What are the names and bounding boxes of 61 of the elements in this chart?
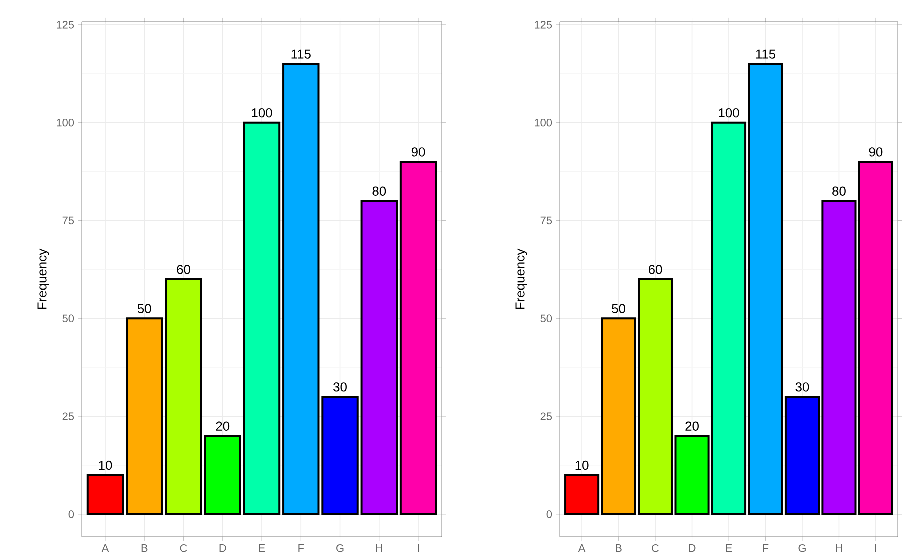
- data-label: 60: [177, 265, 190, 274]
- bar: [204, 435, 242, 516]
- x-tick-label: C: [652, 544, 660, 552]
- x-tick-label: I: [875, 544, 876, 552]
- bar: [322, 396, 359, 516]
- data-label: 20: [216, 422, 230, 431]
- x-tick-label: B: [616, 544, 622, 552]
- bar: [243, 122, 281, 516]
- y-tick-label: 50: [62, 314, 74, 323]
- y-tick-label: 125: [57, 21, 74, 29]
- data-label: 10: [576, 460, 589, 470]
- x-tick-label: B: [142, 544, 148, 552]
- bar: [165, 278, 202, 516]
- x-tick-label: C: [180, 544, 188, 552]
- bar: [126, 318, 164, 516]
- y-tick-label: 0: [546, 510, 552, 518]
- data-label: 20: [686, 422, 699, 431]
- x-tick-label: F: [298, 544, 304, 552]
- bar: [282, 63, 320, 516]
- x-tick-label: D: [220, 544, 226, 552]
- data-label: 10: [99, 460, 112, 470]
- data-label: 30: [796, 382, 810, 392]
- data-label: 30: [334, 382, 347, 392]
- bar: [858, 160, 894, 516]
- data-label: 80: [832, 186, 846, 196]
- x-tick-label: H: [836, 544, 842, 552]
- x-tick-label: G: [336, 544, 344, 552]
- bar: [86, 474, 124, 516]
- y-tick-label: 25: [540, 412, 552, 420]
- data-label: 50: [138, 304, 152, 314]
- data-label: 60: [648, 265, 662, 274]
- x-tick-label: I: [418, 544, 420, 552]
- x-tick-label: A: [578, 544, 586, 552]
- data-label: 90: [412, 148, 426, 157]
- y-tick-label: 75: [62, 216, 74, 225]
- y-tick-label: 100: [535, 118, 552, 127]
- x-tick-label: G: [798, 544, 806, 552]
- bar: [360, 200, 398, 516]
- y-tick-label: 25: [62, 412, 74, 420]
- y-tick-label: 75: [540, 216, 552, 225]
- y-tick-label: 100: [57, 118, 74, 127]
- data-label: 80: [372, 186, 386, 196]
- y-tick-label: 125: [535, 21, 552, 29]
- data-label: 90: [869, 148, 883, 157]
- data-label: 115: [292, 50, 311, 59]
- data-label: 50: [612, 304, 626, 314]
- bar: [400, 160, 438, 516]
- data-label: 115: [756, 50, 776, 59]
- bar: [564, 474, 600, 516]
- y-axis-title: Frequency: [38, 248, 50, 310]
- x-tick-label: F: [763, 544, 769, 552]
- x-tick-label: A: [102, 544, 110, 552]
- data-label: 100: [252, 108, 272, 118]
- x-tick-label: E: [726, 544, 732, 552]
- x-tick-label: E: [259, 544, 266, 552]
- y-axis-title: Frequency: [516, 248, 528, 310]
- y-tick-label: 50: [540, 314, 552, 323]
- data-label: 100: [719, 108, 740, 118]
- x-tick-label: D: [689, 544, 696, 552]
- x-tick-label: H: [376, 544, 382, 552]
- y-tick-label: 0: [68, 510, 74, 518]
